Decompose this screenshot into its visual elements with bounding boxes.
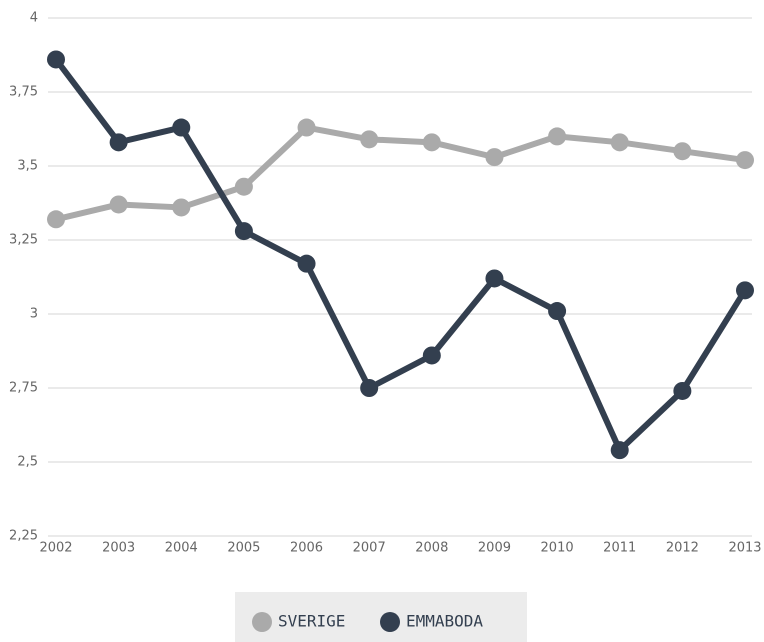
series-line [55, 124, 746, 223]
data-point [360, 130, 379, 149]
y-tick-label: 2,5 [17, 455, 38, 470]
data-point [47, 50, 65, 69]
x-tick-label: 2007 [353, 541, 386, 556]
legend-label: EMMABODA [406, 612, 483, 631]
data-point [673, 142, 692, 161]
data-point [297, 118, 316, 137]
data-point [109, 195, 128, 214]
data-point [422, 346, 441, 365]
data-point [172, 198, 191, 217]
x-tick-label: 2010 [541, 541, 574, 556]
series-line [53, 57, 748, 454]
legend-label: SVERIGE [278, 612, 345, 631]
y-tick-label: 4 [30, 11, 38, 26]
data-point [485, 269, 504, 288]
data-point [234, 177, 253, 196]
y-tick-label: 2,75 [9, 381, 38, 396]
y-tick-label: 3,75 [9, 85, 38, 100]
data-point [485, 148, 504, 167]
data-point [673, 381, 692, 400]
x-tick-label: 2013 [728, 541, 761, 556]
data-point [610, 441, 629, 460]
data-point [172, 118, 191, 137]
y-tick-label: 3,25 [9, 233, 38, 248]
legend-box [235, 592, 527, 642]
x-tick-label: 2003 [102, 541, 135, 556]
y-tick-label: 3,5 [17, 159, 38, 174]
data-point [736, 281, 754, 300]
x-tick-label: 2002 [39, 541, 72, 556]
data-point [297, 254, 316, 273]
x-tick-label: 2008 [415, 541, 448, 556]
data-point [422, 133, 441, 152]
data-point [736, 151, 754, 170]
x-tick-label: 2011 [603, 541, 636, 556]
data-point [360, 379, 379, 397]
x-tick-label: 2009 [478, 541, 511, 556]
data-point [610, 133, 629, 152]
data-point [234, 222, 253, 241]
x-tick-label: 2004 [165, 541, 198, 556]
data-point [109, 133, 128, 152]
x-tick-label: 2006 [290, 541, 323, 556]
legend-swatch [380, 612, 400, 632]
y-tick-label: 2,25 [9, 529, 38, 544]
data-point [548, 127, 567, 146]
x-tick-label: 2005 [227, 541, 260, 556]
data-point [548, 302, 567, 321]
data-point [47, 210, 65, 229]
y-tick-label: 3 [30, 307, 38, 322]
legend-swatch [252, 612, 272, 632]
x-tick-label: 2012 [666, 541, 699, 556]
